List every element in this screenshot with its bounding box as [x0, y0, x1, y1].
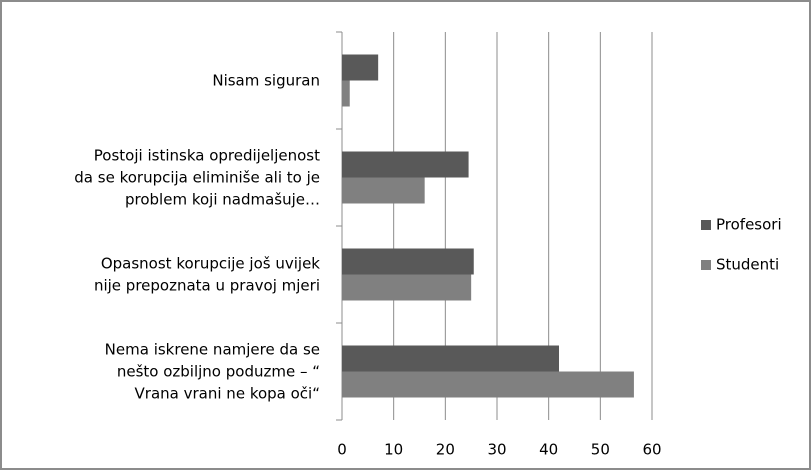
- x-tick-label: 30: [487, 441, 506, 459]
- y-tick-label: Nema iskrene namjere da se nešto ozbiljno…: [105, 340, 320, 402]
- legend-label: Profesori: [716, 216, 782, 234]
- bar: [342, 274, 472, 301]
- x-tick-label: 20: [436, 441, 455, 459]
- bar: [342, 177, 425, 204]
- bar: [342, 80, 350, 107]
- y-tick-label: Nisam siguran: [212, 71, 320, 89]
- bar: [342, 151, 469, 178]
- legend-swatch: [701, 260, 711, 270]
- bar: [342, 371, 634, 398]
- legend-swatch: [701, 220, 711, 230]
- x-tick-label: 0: [337, 441, 347, 459]
- bar: [342, 345, 559, 372]
- legend-label: Studenti: [716, 256, 779, 274]
- x-tick-label: 60: [642, 441, 661, 459]
- x-tick-label: 10: [384, 441, 403, 459]
- x-tick-label: 40: [539, 441, 558, 459]
- y-tick-label: Postoji istinska opredijeljenost da se ko…: [74, 146, 320, 208]
- y-tick-label: Opasnost korupcije još uvijek nije prepoz…: [94, 254, 320, 294]
- bar: [342, 54, 379, 81]
- x-tick-label: 50: [591, 441, 610, 459]
- bar: [342, 248, 474, 275]
